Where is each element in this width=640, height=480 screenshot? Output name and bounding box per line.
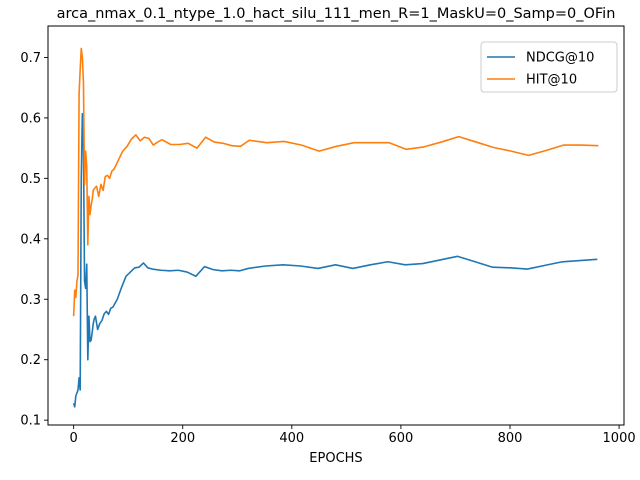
- legend: NDCG@10 HIT@10: [480, 41, 618, 93]
- y-tick-label: 0.3: [20, 293, 41, 308]
- x-axis-label: EPOCHS: [309, 451, 362, 466]
- series-line-ndcg: [72, 112, 598, 408]
- y-tick-label: 0.1: [20, 414, 41, 429]
- legend-label: NDCG@10: [526, 51, 594, 66]
- axes-frame: [47, 25, 625, 426]
- y-axis-ticks: 0.1 0.2 0.3 0.4 0.5 0.6 0.7: [20, 51, 48, 429]
- x-tick-label: 0: [69, 431, 77, 446]
- x-tick-label: 200: [170, 431, 195, 446]
- y-tick-label: 0.2: [20, 353, 41, 368]
- chart-title: arca_nmax_0.1_ntype_1.0_hact_silu_111_me…: [57, 6, 616, 22]
- x-tick-label: 400: [279, 431, 304, 446]
- series-line-hit: [72, 47, 599, 317]
- legend-label: HIT@10: [526, 73, 577, 88]
- x-axis-ticks: 0 200 400 600 800 1000: [69, 425, 636, 446]
- y-tick-label: 0.7: [20, 51, 41, 66]
- y-tick-label: 0.5: [20, 172, 41, 187]
- y-tick-label: 0.6: [20, 111, 41, 126]
- y-tick-label: 0.4: [20, 232, 41, 247]
- x-tick-label: 800: [498, 431, 523, 446]
- x-tick-label: 1000: [603, 431, 636, 446]
- plot-lines: [72, 47, 599, 408]
- x-tick-label: 600: [388, 431, 413, 446]
